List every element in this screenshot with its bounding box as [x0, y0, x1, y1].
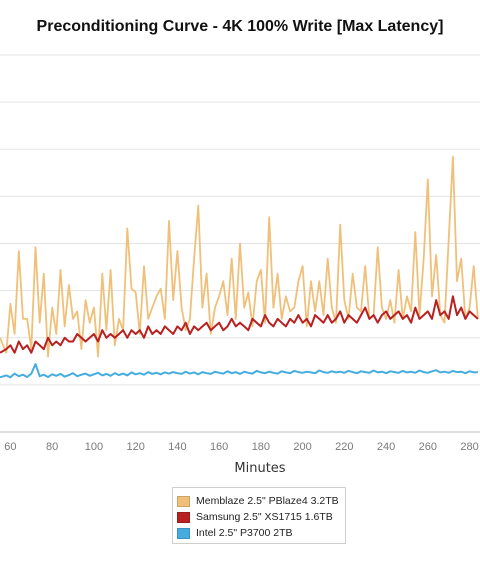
x-tick-label: 140 — [168, 441, 186, 453]
x-tick-label: 200 — [293, 441, 311, 453]
x-tick-label: 220 — [335, 441, 353, 453]
x-tick-label: 120 — [126, 441, 144, 453]
legend-swatch-intel — [177, 527, 190, 539]
legend-item: Samsung 2.5" XS1715 1.6TB — [177, 509, 345, 525]
legend-item: Memblaze 2.5" PBlaze4 3.2TB — [177, 493, 345, 509]
x-tick-label: 180 — [252, 441, 270, 453]
series-line-0 — [0, 155, 479, 358]
legend-label-memblaze: Memblaze 2.5" PBlaze4 3.2TB — [196, 495, 339, 507]
series-line-1 — [0, 295, 479, 354]
series-line-2 — [0, 363, 478, 379]
legend-label-samsung: Samsung 2.5" XS1715 1.6TB — [196, 511, 333, 523]
legend-swatch-memblaze — [177, 495, 190, 507]
legend-label-intel: Intel 2.5" P3700 2TB — [196, 527, 293, 539]
chart-title: Preconditioning Curve - 4K 100% Write [M… — [36, 18, 444, 35]
x-tick-label: 280 — [460, 441, 478, 453]
legend-item: Intel 2.5" P3700 2TB — [177, 525, 345, 541]
legend-swatch-samsung — [177, 511, 190, 523]
x-tick-label: 160 — [210, 441, 228, 453]
x-tick-label: 60 — [4, 441, 16, 453]
x-tick-label: 260 — [419, 441, 437, 453]
x-tick-label: 100 — [85, 441, 103, 453]
x-axis-label: Minutes — [234, 461, 285, 476]
series-layer — [0, 155, 479, 379]
legend: Memblaze 2.5" PBlaze4 3.2TB Samsung 2.5"… — [172, 487, 346, 544]
x-tick-label: 240 — [377, 441, 395, 453]
x-tick-labels: 60 80 100 120 140 160 180 200 220 240 260 280 — [4, 441, 478, 453]
x-tick-label: 80 — [46, 441, 58, 453]
